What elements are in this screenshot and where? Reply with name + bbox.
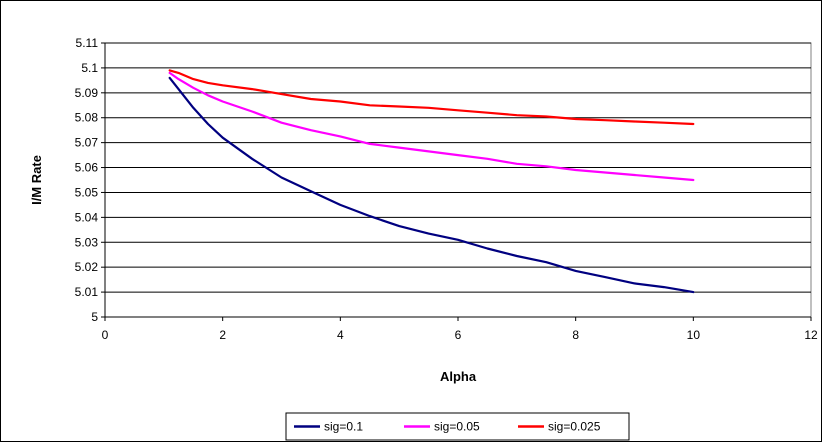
y-tick-label: 5.09: [75, 86, 99, 100]
y-tick-label: 5.06: [75, 161, 99, 175]
y-tick-label: 5.02: [75, 260, 99, 274]
x-tick-label: 4: [337, 328, 344, 342]
y-axis-title: I/M Rate: [29, 155, 44, 205]
x-tick-label: 6: [455, 328, 462, 342]
x-tick-label: 10: [687, 328, 701, 342]
x-tick-label: 0: [102, 328, 109, 342]
y-tick-label: 5.04: [75, 210, 99, 224]
x-axis-title: Alpha: [440, 369, 477, 384]
axes: 5 5.01 5.02 5.03 5.04 5.05 5.06 5.07 5.08 5.09 5.1…: [75, 36, 818, 342]
legend-box: [285, 412, 630, 441]
series-line-2: [168, 71, 695, 182]
legend: sig=0.1 sig=0.05 sig=0.025: [285, 412, 630, 441]
legend-label-1: sig=0.1: [324, 420, 363, 434]
y-tick-label: 5.1: [81, 61, 98, 75]
x-tick-label: 12: [804, 328, 818, 342]
y-tick-label: 5.07: [75, 136, 99, 150]
y-tick-label: 5.11: [76, 36, 99, 50]
series-line-3: [168, 69, 695, 126]
x-tick-label: 8: [572, 328, 579, 342]
legend-label-3: sig=0.025: [548, 420, 601, 434]
y-tick-label: 5: [91, 310, 98, 324]
y-tick-label: 5.01: [75, 285, 99, 299]
series-line-1: [168, 76, 695, 294]
y-tick-label: 5.05: [75, 185, 99, 199]
series-lines: [168, 69, 695, 294]
legend-label-2: sig=0.05: [434, 420, 480, 434]
y-tick-label: 5.03: [75, 235, 99, 249]
y-tick-label: 5.08: [75, 111, 99, 125]
x-tick-label: 2: [219, 328, 226, 342]
